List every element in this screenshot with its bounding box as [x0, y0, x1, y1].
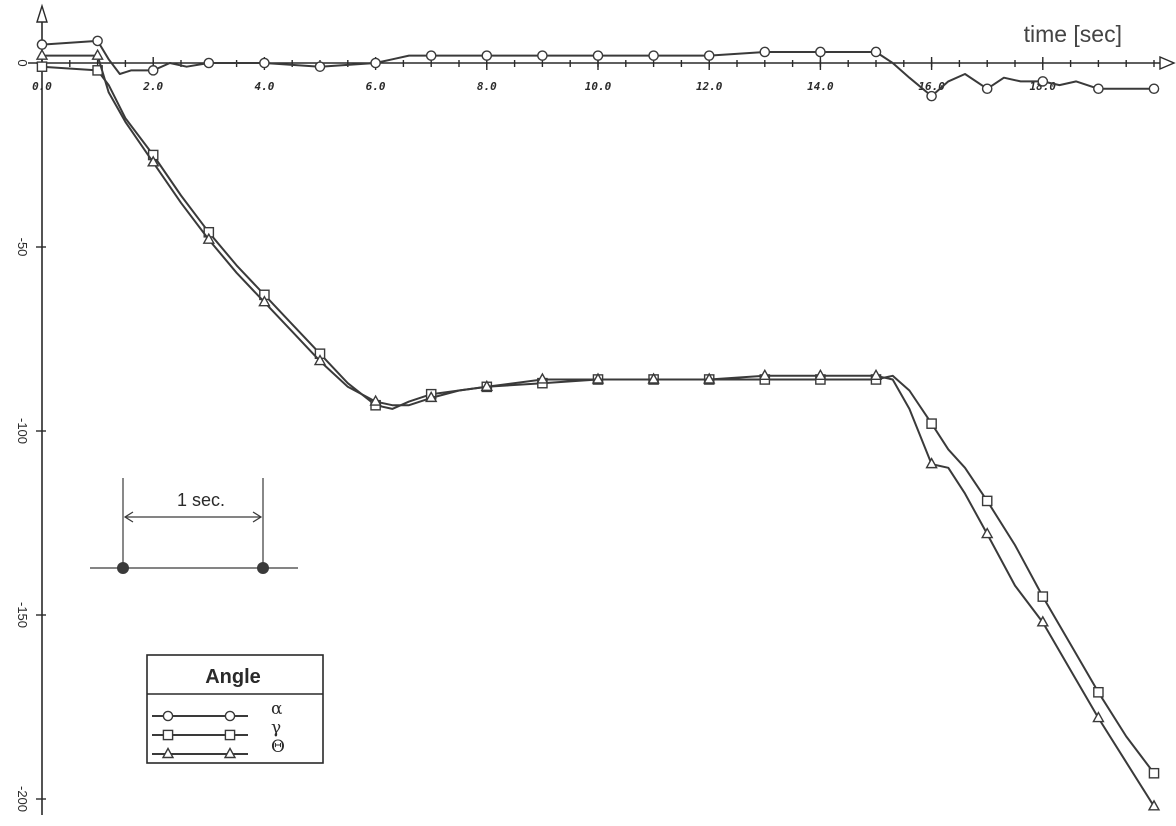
plot-area: [35, 35, 1161, 811]
data-point: [981, 83, 993, 95]
legend-marker: [161, 747, 175, 759]
x-tick-label: 6.0: [366, 80, 386, 93]
data-point: [425, 390, 438, 403]
scale-left-dot: [117, 562, 129, 574]
scale-right-dot: [257, 562, 269, 574]
y-axis-arrow: [36, 3, 48, 23]
data-point: [147, 155, 160, 167]
scale-label: 1 sec.: [177, 490, 225, 510]
data-point: [259, 57, 270, 69]
series-3: [35, 48, 1161, 811]
data-point: [314, 61, 326, 72]
data-point: [91, 48, 104, 60]
legend: Angle αγΘ: [146, 654, 324, 764]
legend-label: γ: [271, 718, 281, 738]
data-point: [147, 65, 159, 76]
x-tick-label: 14.0: [807, 80, 834, 93]
legend-marker: [162, 710, 174, 722]
legend-entry: γ: [152, 718, 281, 741]
legend-marker: [224, 710, 236, 722]
data-point: [36, 61, 48, 72]
data-point: [480, 379, 493, 392]
data-point: [258, 295, 271, 307]
data-point: [925, 457, 938, 469]
data-point: [591, 372, 605, 384]
series-1: [36, 35, 1160, 102]
data-point: [981, 495, 993, 507]
legend-marker: [223, 747, 237, 759]
x-axis-arrow: [1159, 55, 1176, 71]
data-point: [815, 46, 826, 58]
data-point: [703, 372, 716, 384]
data-point: [536, 372, 549, 384]
legend-entry: Θ: [152, 737, 285, 759]
data-point: [313, 354, 327, 366]
data-point: [203, 57, 215, 69]
data-point: [869, 368, 883, 380]
data-point: [1092, 711, 1105, 723]
x-tick-label: 0.0: [32, 80, 52, 93]
x-tick-label: 2.0: [142, 80, 163, 93]
legend-title: Angle: [205, 666, 261, 688]
data-point: [369, 394, 382, 406]
scale-left-arrowhead: [123, 511, 134, 523]
x-axis-title: time [sec]: [1024, 21, 1122, 47]
data-point: [537, 50, 548, 61]
x-tick-label: 8.0: [477, 80, 497, 93]
data-point: [1036, 615, 1049, 627]
data-point: [1148, 767, 1160, 779]
data-point: [481, 50, 493, 61]
legend-box: [146, 654, 324, 764]
data-point: [1147, 799, 1161, 811]
data-point: [758, 368, 771, 380]
data-point: [202, 232, 215, 244]
data-point: [92, 35, 103, 47]
data-point: [35, 48, 49, 60]
data-point: [1148, 83, 1160, 95]
data-point: [926, 418, 937, 429]
legend-entries: αγΘ: [152, 699, 285, 759]
data-point: [981, 527, 994, 539]
data-point: [36, 39, 48, 50]
legend-marker: [162, 729, 174, 741]
data-point: [592, 50, 604, 61]
legend-entry: α: [152, 699, 283, 722]
y-ticks: 0 -50 -100 -150 -200: [15, 59, 46, 812]
x-tick-label: 10.0: [585, 80, 612, 93]
data-point: [1093, 686, 1104, 698]
data-point: [647, 372, 660, 384]
data-point: [703, 50, 715, 61]
data-point: [814, 368, 827, 380]
one-second-scale-annotation: 1 sec.: [90, 478, 298, 574]
legend-label: α: [271, 699, 283, 719]
data-point: [870, 46, 882, 58]
y-tick-label: -200: [15, 786, 30, 812]
y-tick-label: -100: [15, 418, 30, 444]
scale-right-arrowhead: [252, 511, 263, 523]
data-point: [1093, 83, 1104, 95]
data-point: [1037, 76, 1049, 87]
data-point: [926, 90, 937, 102]
y-tick-label: 0: [15, 59, 30, 66]
x-tick-label: 4.0: [254, 80, 274, 93]
x-tick-label: 12.0: [696, 80, 723, 93]
y-tick-label: -50: [15, 238, 30, 257]
data-point: [425, 50, 437, 61]
data-point: [759, 46, 771, 58]
data-point: [1037, 591, 1049, 602]
y-tick-label: -150: [15, 602, 30, 628]
legend-label: Θ: [271, 737, 285, 757]
data-point: [370, 57, 381, 69]
legend-marker: [224, 729, 236, 741]
series-line: [41, 39, 1154, 98]
data-point: [648, 50, 659, 61]
